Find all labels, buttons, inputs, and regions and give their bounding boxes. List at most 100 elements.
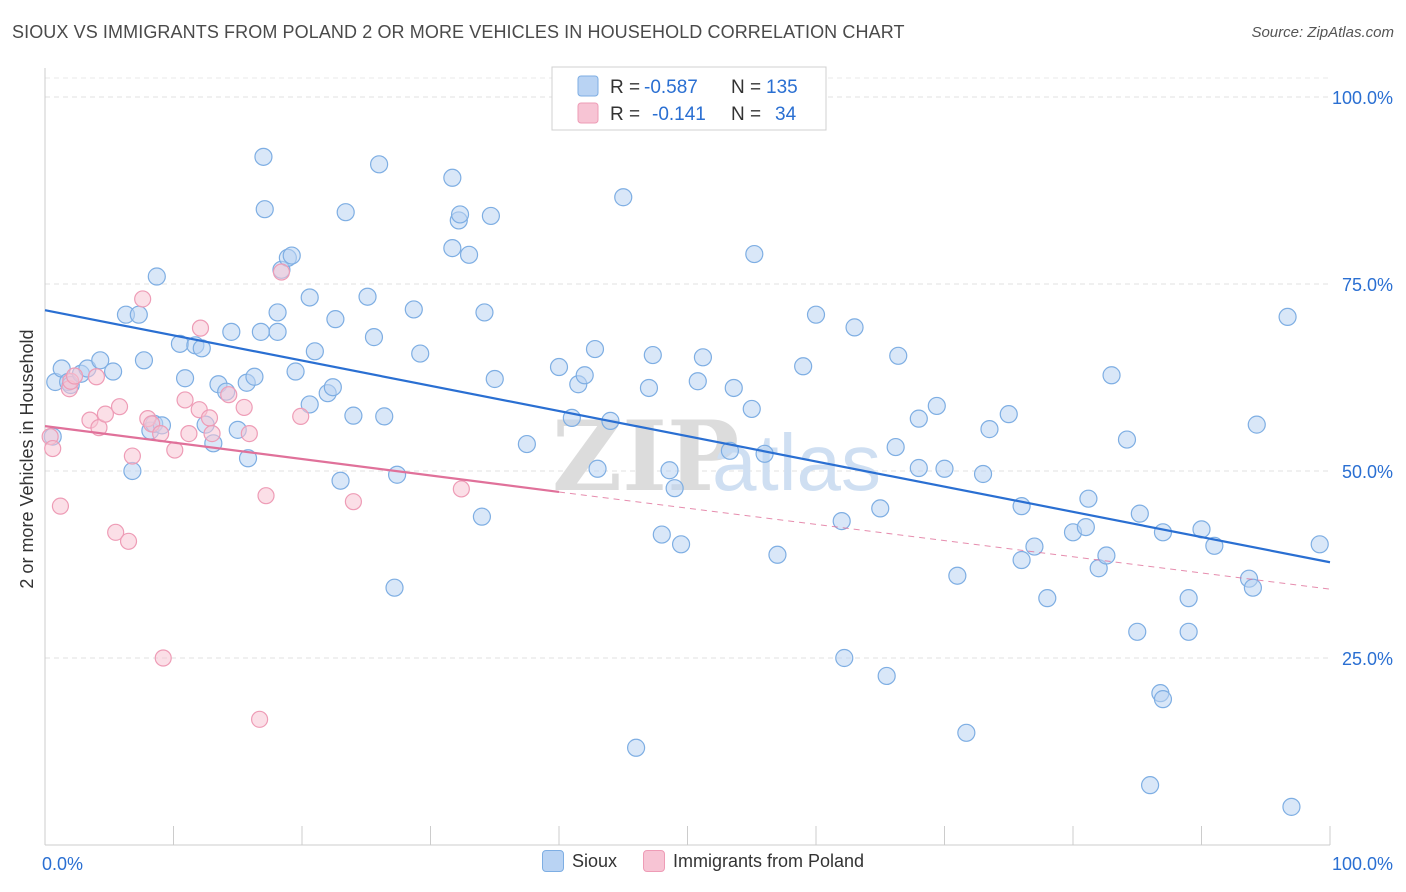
sioux-point-85 xyxy=(742,399,761,419)
sioux-point-102 xyxy=(948,566,967,585)
poland-point-12 xyxy=(119,532,138,550)
sioux-point-10 xyxy=(129,305,148,324)
sioux-point-133 xyxy=(1310,535,1329,554)
sioux-point-32 xyxy=(268,322,287,341)
sioux-point-83 xyxy=(720,441,740,460)
sioux-point-109 xyxy=(1012,550,1031,570)
sioux-point-94 xyxy=(871,499,890,518)
sioux-point-56 xyxy=(443,168,462,187)
sioux-point-132 xyxy=(1282,797,1301,816)
poland-point-5 xyxy=(65,367,84,385)
sioux-point-17 xyxy=(175,369,195,388)
y-tick-label-3: 25.0% xyxy=(1342,649,1393,669)
legend-swatch-poland xyxy=(577,102,599,124)
legend-r-label-sioux: R = xyxy=(610,77,640,98)
sioux-point-96 xyxy=(886,437,905,457)
poland-point-27 xyxy=(235,398,253,417)
sioux-point-92 xyxy=(835,648,854,668)
sioux-point-88 xyxy=(768,545,787,564)
sioux-point-68 xyxy=(575,366,594,385)
poland-point-24 xyxy=(200,409,219,427)
poland-point-21 xyxy=(180,425,198,443)
sioux-point-58 xyxy=(450,205,470,224)
bottom-legend-item-sioux: Sioux xyxy=(541,850,617,872)
sioux-point-87 xyxy=(755,444,774,463)
sioux-point-63 xyxy=(485,369,504,389)
sioux-point-51 xyxy=(385,578,404,597)
sioux-point-82 xyxy=(693,348,713,367)
watermark: ZIP atlas xyxy=(552,400,881,513)
sioux-point-31 xyxy=(255,200,274,219)
grid-lines xyxy=(45,77,1330,659)
poland-point-23 xyxy=(191,319,210,337)
poland-trend-extension xyxy=(558,491,1331,590)
source-credit: Source: ZipAtlas.com xyxy=(1251,24,1394,41)
y-tick-label-0: 100.0% xyxy=(1332,88,1393,108)
poland-point-9 xyxy=(96,405,114,423)
sioux-point-129 xyxy=(1243,578,1263,597)
sioux-point-69 xyxy=(585,339,605,359)
sioux-point-125 xyxy=(1179,622,1198,641)
poland-point-7 xyxy=(87,368,106,386)
sioux-point-122 xyxy=(1153,523,1173,542)
sioux-point-37 xyxy=(286,362,305,381)
poland-point-11 xyxy=(110,398,129,416)
sioux-point-90 xyxy=(806,305,826,324)
sioux-point-44 xyxy=(331,471,350,490)
poland-point-29 xyxy=(250,710,269,728)
sioux-point-99 xyxy=(909,409,928,428)
y-tick-label-2: 50.0% xyxy=(1342,462,1393,482)
sioux-point-130 xyxy=(1247,415,1266,434)
sioux-point-104 xyxy=(973,464,993,484)
sioux-point-52 xyxy=(387,465,407,484)
sioux-trend-line xyxy=(44,309,1331,564)
y-axis-label: 2 or more Vehicles in Household xyxy=(17,329,37,588)
stats-legend: R = -0.587 N = 135 R = -0.141 N = 34 xyxy=(551,66,827,131)
watermark-zip: ZIP xyxy=(552,400,739,513)
y-tick-label-1: 75.0% xyxy=(1342,275,1393,295)
bottom-legend-label-sioux: Sioux xyxy=(571,850,617,871)
sioux-point-93 xyxy=(845,318,864,337)
poland-point-33 xyxy=(344,493,362,511)
sioux-point-24 xyxy=(222,322,241,341)
sioux-point-117 xyxy=(1117,430,1137,449)
poland-point-20 xyxy=(176,391,194,409)
sioux-point-108 xyxy=(1025,537,1044,556)
bottom-legend-swatch-poland xyxy=(642,850,665,872)
poland-point-18 xyxy=(154,649,172,667)
sioux-point-29 xyxy=(251,322,270,341)
sioux-point-77 xyxy=(652,525,671,544)
sioux-point-46 xyxy=(344,406,363,425)
poland-point-14 xyxy=(134,290,152,308)
poland-point-25 xyxy=(203,425,221,443)
sioux-point-38 xyxy=(300,288,319,307)
sioux-point-33 xyxy=(268,303,287,322)
sioux-point-80 xyxy=(671,535,691,554)
legend-n-label-sioux: N = xyxy=(731,77,761,98)
sioux-point-13 xyxy=(147,267,166,286)
sioux-point-75 xyxy=(639,378,659,398)
sioux-point-86 xyxy=(745,244,764,264)
sioux-point-42 xyxy=(323,378,342,397)
sioux-point-98 xyxy=(909,458,928,478)
sioux-point-6 xyxy=(91,351,110,370)
poland-point-10 xyxy=(107,523,125,541)
sioux-point-49 xyxy=(370,155,389,174)
bottom-legend-label-poland: Immigrants from Poland xyxy=(672,850,865,871)
sioux-point-54 xyxy=(411,344,430,363)
sioux-point-76 xyxy=(643,345,662,365)
sioux-point-61 xyxy=(475,303,494,322)
sioux-point-74 xyxy=(626,738,646,757)
sioux-point-123 xyxy=(1153,690,1173,709)
poland-point-31 xyxy=(272,263,291,281)
sioux-point-36 xyxy=(282,246,301,265)
sioux-point-97 xyxy=(889,346,908,365)
sioux-point-60 xyxy=(472,507,491,526)
bottom-legend-swatch-sioux xyxy=(541,850,564,872)
sioux-point-95 xyxy=(877,666,896,686)
sioux-point-27 xyxy=(238,449,258,468)
sioux-point-64 xyxy=(517,434,536,454)
legend-n-label-poland: N = xyxy=(731,104,761,125)
poland-point-34 xyxy=(452,480,470,498)
